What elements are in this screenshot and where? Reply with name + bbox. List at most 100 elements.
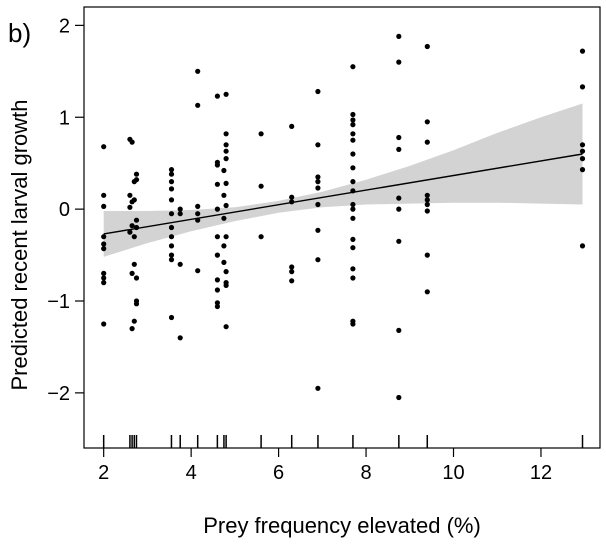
- data-point: [350, 122, 356, 128]
- data-point: [396, 327, 402, 333]
- data-point: [396, 33, 402, 40]
- data-point: [396, 146, 402, 152]
- data-point: [579, 148, 586, 154]
- data-point: [101, 246, 107, 252]
- data-point: [195, 203, 201, 209]
- data-point: [127, 204, 133, 210]
- data-point: [221, 167, 227, 174]
- x-tick-label: 10: [442, 462, 464, 484]
- fit-line: [103, 153, 583, 235]
- data-point: [168, 257, 175, 263]
- data-point: [223, 180, 229, 186]
- x-axis-label: Prey frequency elevated (%): [203, 513, 481, 538]
- data-point: [258, 183, 264, 189]
- data-point: [101, 203, 107, 209]
- data-point: [131, 197, 137, 203]
- data-point: [129, 139, 135, 145]
- data-point: [101, 241, 107, 247]
- data-point: [168, 186, 175, 192]
- data-point: [223, 148, 229, 154]
- y-tick-label: 2: [59, 15, 70, 37]
- data-point: [350, 111, 356, 118]
- x-tick-label: 4: [186, 462, 197, 484]
- data-point: [195, 102, 201, 108]
- data-point: [223, 91, 229, 97]
- data-point: [214, 234, 220, 240]
- data-point: [223, 269, 229, 275]
- data-point: [195, 211, 201, 217]
- data-point: [101, 192, 107, 198]
- data-point: [424, 43, 430, 50]
- data-point: [214, 93, 220, 99]
- data-point: [350, 215, 356, 221]
- data-point: [350, 201, 356, 208]
- data-point: [101, 270, 107, 276]
- data-point: [315, 227, 321, 233]
- data-point: [168, 224, 175, 231]
- data-point: [315, 179, 321, 185]
- data-point: [579, 48, 586, 54]
- x-tick-label: 12: [530, 462, 552, 484]
- data-point: [101, 234, 107, 240]
- panel-label: b): [8, 18, 31, 48]
- data-point: [424, 119, 430, 125]
- data-point: [223, 234, 229, 240]
- data-point: [195, 268, 201, 274]
- data-point: [350, 236, 356, 242]
- data-point: [177, 211, 183, 217]
- data-point: [424, 252, 430, 258]
- data-point: [350, 165, 356, 171]
- data-point: [168, 243, 175, 249]
- data-point: [214, 252, 220, 258]
- data-point: [168, 234, 175, 240]
- data-point: [350, 266, 356, 272]
- x-axis: 2 4 6 8 10 12: [98, 448, 552, 484]
- data-point: [315, 201, 321, 208]
- data-point: [396, 206, 402, 212]
- data-point: [221, 215, 227, 221]
- data-point: [101, 280, 107, 286]
- points-layer: [101, 33, 586, 401]
- data-point: [350, 137, 356, 143]
- data-point: [223, 142, 229, 148]
- data-point: [133, 171, 140, 177]
- data-point: [350, 131, 356, 137]
- y-axis: −2 −1 0 1 2: [47, 15, 84, 405]
- data-point: [315, 385, 321, 391]
- data-point: [177, 335, 183, 341]
- data-point: [289, 269, 295, 275]
- confidence-band-layer: [103, 103, 583, 257]
- data-point: [214, 206, 220, 212]
- data-point: [350, 179, 356, 185]
- data-point: [289, 278, 295, 284]
- data-point: [223, 324, 229, 330]
- data-point: [424, 192, 430, 198]
- y-axis-label: Predicted recent larval growth: [7, 99, 32, 390]
- data-point: [101, 275, 107, 281]
- data-point: [101, 321, 107, 327]
- data-point: [133, 275, 140, 281]
- y-tick-label: −2: [47, 383, 70, 405]
- data-point: [223, 282, 229, 288]
- y-tick-label: 0: [59, 199, 70, 221]
- data-point: [315, 257, 321, 263]
- data-point: [424, 197, 430, 203]
- data-point: [214, 303, 220, 310]
- data-point: [221, 243, 227, 249]
- y-tick-label: −1: [47, 291, 70, 313]
- data-point: [315, 185, 321, 191]
- data-point: [131, 261, 137, 267]
- data-point: [258, 234, 264, 240]
- data-point: [350, 117, 356, 123]
- data-point: [129, 326, 135, 332]
- data-point: [129, 270, 135, 276]
- data-point: [223, 156, 229, 162]
- data-point: [315, 88, 321, 95]
- y-tick-label: 1: [59, 107, 70, 129]
- plot-frame: [83, 6, 601, 449]
- data-point: [350, 206, 356, 212]
- data-point: [424, 208, 430, 214]
- x-tick-label: 6: [273, 462, 284, 484]
- data-point: [579, 142, 586, 148]
- data-point: [221, 259, 227, 265]
